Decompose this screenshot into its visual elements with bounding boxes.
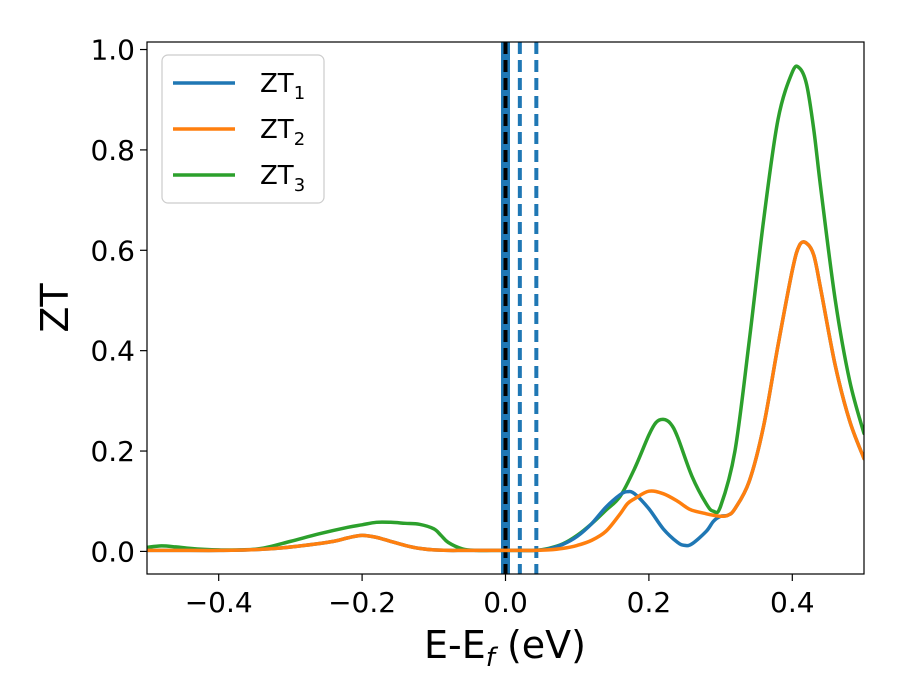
legend-label-zt1: ZT1 <box>260 69 305 104</box>
y-axis-title: ZT <box>33 283 77 333</box>
y-tick-label: 0.4 <box>90 335 135 368</box>
legend-label-subscript: 3 <box>294 175 305 196</box>
x-axis-ticks: −0.4 −0.2 0.0 0.2 0.4 <box>185 574 815 619</box>
legend-label-zt2: ZT2 <box>260 115 305 150</box>
legend-label-zt3: ZT3 <box>260 161 305 196</box>
legend-label-main: ZT <box>260 161 294 191</box>
y-axis-ticks: 0.0 0.2 0.4 0.6 0.8 1.0 <box>90 34 147 568</box>
y-tick-label: 1.0 <box>90 34 135 67</box>
x-tick-label: −0.2 <box>328 586 396 619</box>
legend-label-main: ZT <box>260 115 294 145</box>
x-axis-title-unit: (eV) <box>495 623 586 667</box>
x-tick-label: 0.4 <box>770 586 815 619</box>
y-tick-label: 0.6 <box>90 234 135 267</box>
y-tick-label: 0.0 <box>90 535 135 568</box>
x-tick-label: −0.4 <box>185 586 253 619</box>
series-layer <box>147 64 864 553</box>
legend-label-subscript: 2 <box>294 129 305 150</box>
legend-box <box>161 54 325 204</box>
legend-label-subscript: 1 <box>294 83 305 104</box>
x-axis-title: E-Ef (eV) <box>424 623 586 673</box>
series-line-zt2 <box>147 240 864 553</box>
reference-lines <box>501 42 539 574</box>
x-tick-label: 0.2 <box>627 586 672 619</box>
x-axis-title-main: E-E <box>424 623 486 667</box>
x-tick-label: 0.0 <box>483 586 528 619</box>
y-tick-label: 0.8 <box>90 134 135 167</box>
y-tick-label: 0.2 <box>90 435 135 468</box>
legend-label-main: ZT <box>260 69 294 99</box>
